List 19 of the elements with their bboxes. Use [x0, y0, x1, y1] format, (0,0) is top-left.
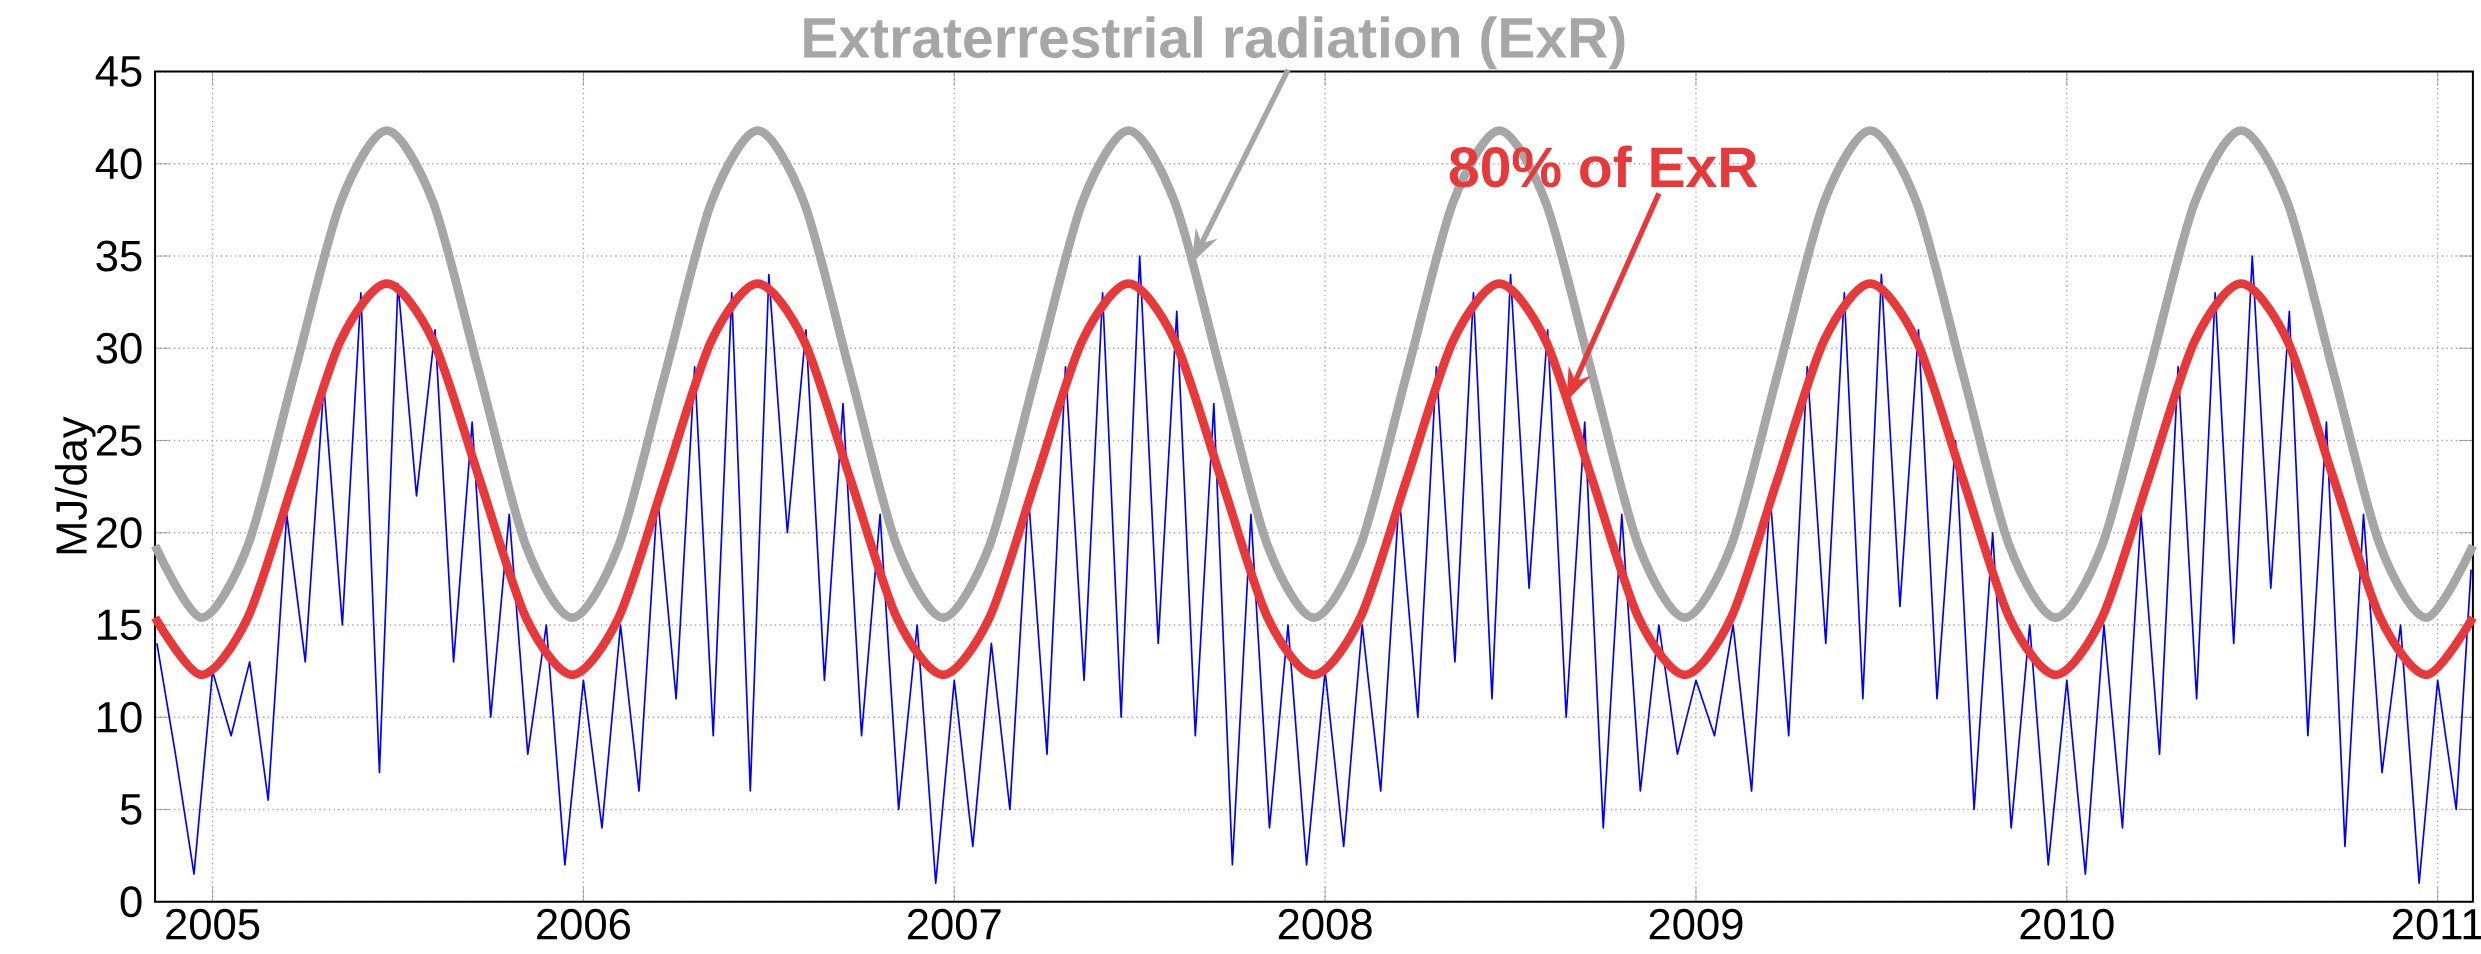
text: Extraterrestrial radiation (ExR): [804, 16, 1625, 70]
annotation: 80% of ExR: [1449, 145, 1758, 188]
x-tick-label: 2007: [907, 908, 1001, 940]
y-tick-label: 25: [96, 424, 142, 456]
x-tick-label: 2009: [1649, 908, 1743, 940]
x-tick-label: 2005: [166, 908, 260, 940]
y-tick-label: 10: [98, 701, 142, 733]
x-tick-label: 2010: [2020, 908, 2114, 940]
y-tick-label: 35: [96, 240, 142, 272]
y-tick-label: 30: [96, 332, 142, 364]
x-tick-label: 2006: [537, 908, 630, 940]
x-tick-label: 2008: [1278, 908, 1372, 940]
y-tick-label: 45: [95, 56, 142, 87]
y-axis-title: MJ/day: [54, 416, 96, 554]
y-tick-label: 5: [120, 794, 142, 825]
y-tick-label: 0: [120, 886, 142, 918]
y-tick-label: 15: [98, 609, 142, 641]
y-tick-label: 20: [96, 517, 142, 549]
y-tick-label: 40: [95, 148, 142, 180]
